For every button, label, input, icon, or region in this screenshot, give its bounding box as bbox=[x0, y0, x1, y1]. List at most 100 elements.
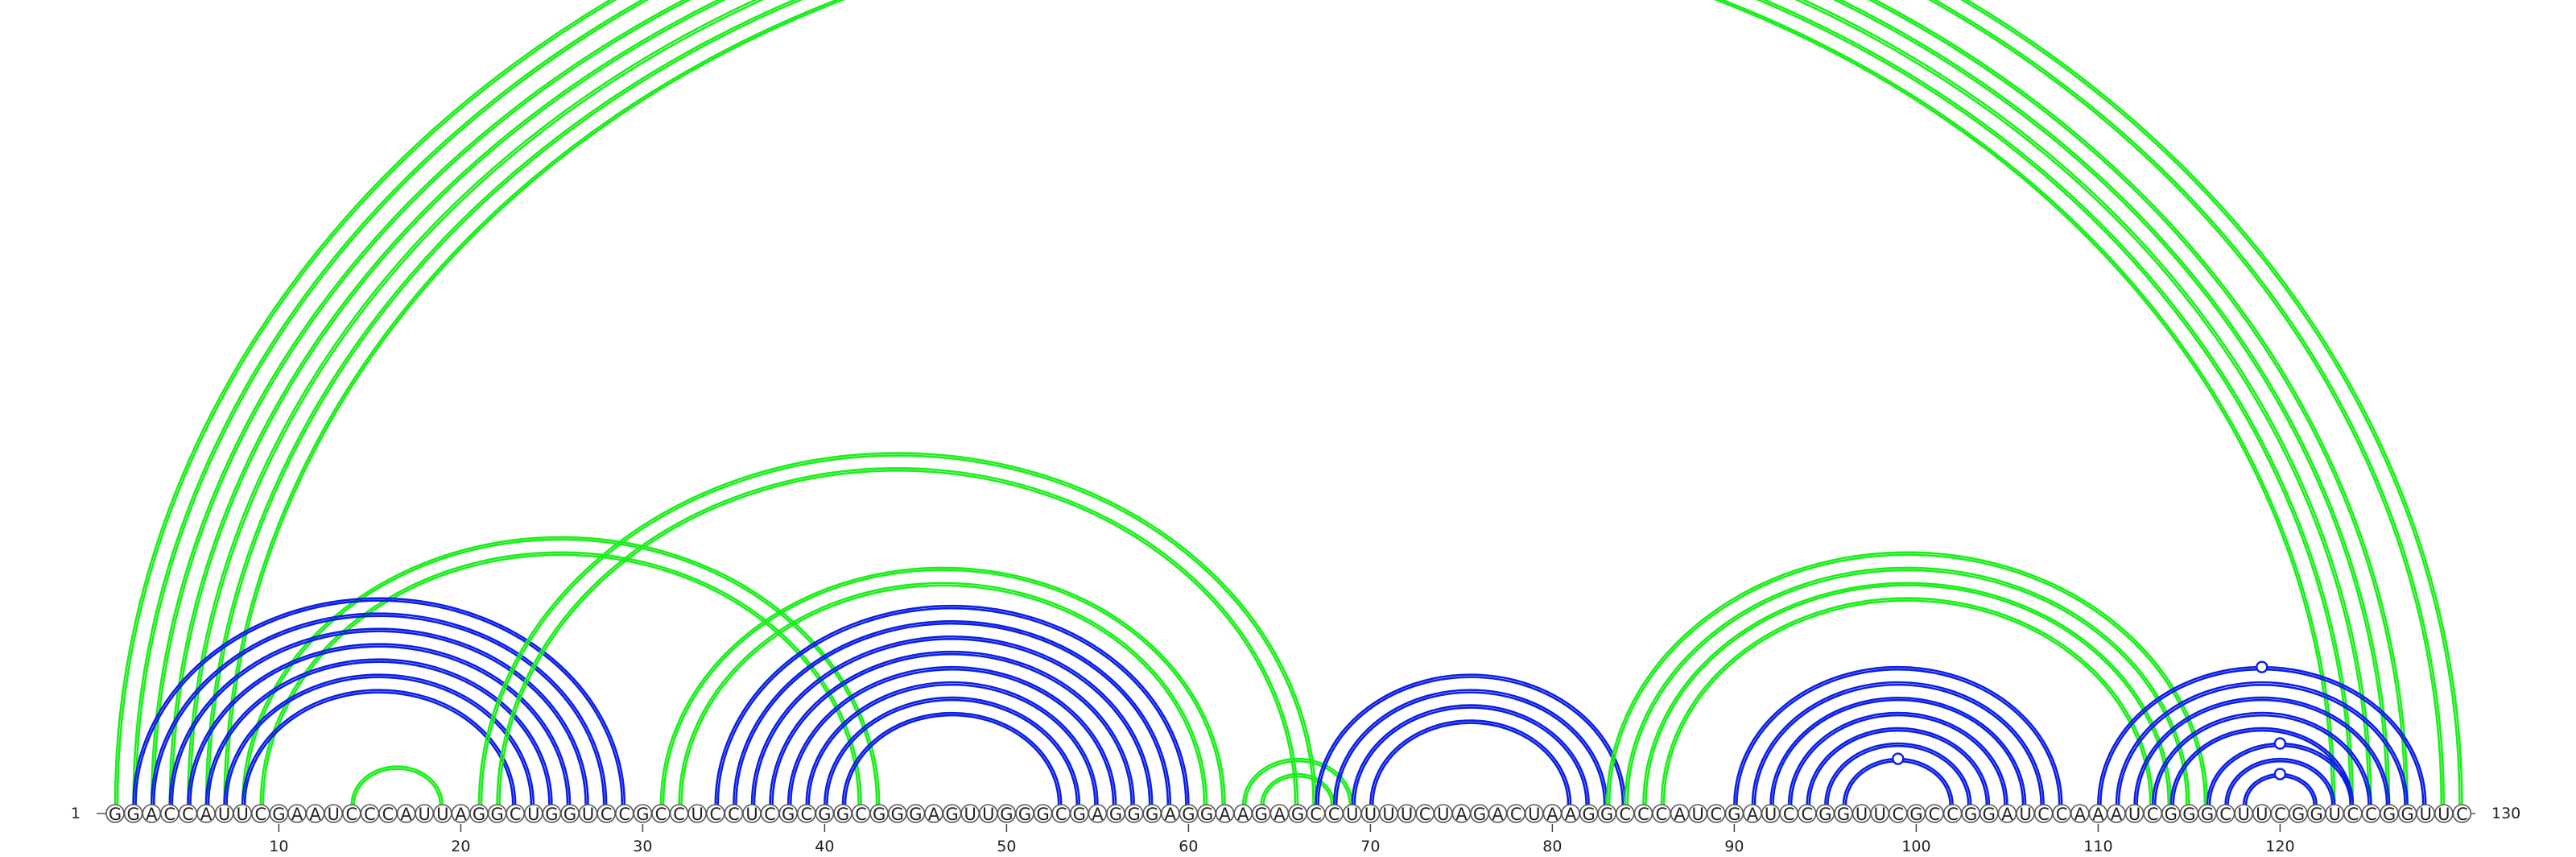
nucleotide-letter: C bbox=[182, 805, 194, 824]
nucleotide-letter: A bbox=[1219, 805, 1231, 824]
arc-93-105 bbox=[1787, 711, 2008, 805]
nucleotide: C bbox=[651, 804, 671, 824]
nucleotide-letter: C bbox=[1310, 805, 1322, 824]
nucleotide: U bbox=[1434, 804, 1453, 824]
nucleotide: G bbox=[633, 804, 653, 824]
nucleotide-letter: G bbox=[1182, 805, 1195, 824]
nucleotide: C bbox=[506, 804, 526, 824]
nucleotide: C bbox=[341, 804, 361, 824]
arc-inner-117-123 bbox=[2227, 760, 2334, 805]
nucleotide-letter: A bbox=[400, 805, 412, 824]
nucleotide: C bbox=[669, 804, 689, 824]
nucleotide: A bbox=[1233, 804, 1253, 824]
arc-3-28 bbox=[150, 612, 608, 805]
nucleotide: C bbox=[2033, 804, 2054, 824]
arc-inner-32-61 bbox=[680, 584, 1206, 805]
position-tick-label: 100 bbox=[1901, 838, 1930, 855]
arc-inner-3-127 bbox=[152, 0, 2406, 805]
nucleotide: U bbox=[523, 804, 543, 824]
nucleotide: C bbox=[178, 804, 198, 824]
nucleotide-circle bbox=[2452, 804, 2472, 823]
nucleotide-letter: A bbox=[1455, 805, 1468, 824]
arc-inner-83-116 bbox=[1608, 553, 2207, 805]
nucleotide-letter: G bbox=[2165, 805, 2178, 824]
nucleotide: C bbox=[1707, 804, 1726, 824]
arc-34-60 bbox=[714, 604, 1190, 805]
nucleotide-letter: C bbox=[1619, 805, 1631, 824]
nucleotide: U bbox=[1852, 804, 1872, 824]
arc-35-59 bbox=[733, 619, 1172, 805]
nucleotide-letter: A bbox=[455, 805, 467, 824]
nucleotide-letter: C bbox=[1929, 805, 1941, 824]
nucleotide-letter: A bbox=[1565, 805, 1577, 824]
nucleotide: C bbox=[1889, 804, 1908, 824]
nucleotide-letter: U bbox=[2019, 805, 2031, 824]
nucleotide-letter: G bbox=[782, 805, 795, 824]
arc-39-55 bbox=[805, 681, 1099, 805]
nucleotide: U bbox=[324, 804, 344, 824]
nucleotide-letter: C bbox=[2456, 805, 2468, 824]
nucleotide: G bbox=[469, 804, 489, 824]
nucleotide: U bbox=[2016, 804, 2035, 824]
arc-inner-5-125 bbox=[189, 0, 2370, 805]
nucleotide: C bbox=[1779, 804, 1798, 824]
arc-5-26 bbox=[187, 643, 572, 805]
nucleotide: G bbox=[560, 804, 580, 824]
arc-36-58 bbox=[750, 635, 1154, 805]
nucleotide-letter: G bbox=[1473, 805, 1486, 824]
arc-inner-113-125 bbox=[2153, 714, 2370, 805]
arc-apex-marker bbox=[2273, 768, 2287, 780]
arc-91-107 bbox=[1751, 681, 2045, 805]
nucleotide: G bbox=[2198, 804, 2217, 824]
nucleotide-letter: G bbox=[1600, 805, 1613, 824]
nucleotide-letter: C bbox=[2219, 805, 2231, 824]
nucleotide: G bbox=[1033, 804, 1053, 824]
nucleotide-letter: C bbox=[382, 805, 394, 824]
nucleotide-letter: G bbox=[1000, 805, 1013, 824]
position-tick-label: 30 bbox=[633, 838, 652, 855]
arc-110-128 bbox=[2097, 665, 2427, 805]
arc-inner-111-127 bbox=[2117, 683, 2406, 805]
nucleotide-letter: U bbox=[1765, 805, 1777, 824]
arc-68-83 bbox=[1332, 689, 1608, 805]
nucleotide: G bbox=[942, 804, 962, 824]
nucleotide: C bbox=[2052, 804, 2071, 824]
nucleotide-letter: G bbox=[945, 805, 958, 824]
arc-7-24 bbox=[223, 673, 535, 805]
nucleotide: G bbox=[815, 804, 835, 824]
arc-2-29 bbox=[132, 597, 626, 805]
nucleotide-letter: G bbox=[2182, 805, 2195, 824]
nucleotide-letter: G bbox=[818, 805, 831, 824]
nucleotide-letter: U bbox=[2420, 805, 2432, 824]
nucleotide-letter: C bbox=[1783, 805, 1795, 824]
nucleotide: G bbox=[1597, 804, 1616, 824]
nucleotide: G bbox=[833, 804, 852, 824]
nucleotide-letter: C bbox=[510, 805, 522, 824]
nucleotide-letter: U bbox=[1346, 805, 1358, 824]
nucleotide-letter: C bbox=[601, 805, 613, 824]
position-tick-label: 110 bbox=[2083, 838, 2112, 855]
arc-inner-35-59 bbox=[735, 622, 1170, 805]
nucleotide: A bbox=[2088, 804, 2108, 824]
nucleotide: A bbox=[1561, 804, 1580, 824]
arc-inner-7-24 bbox=[225, 676, 533, 805]
arc-41-53 bbox=[841, 711, 1063, 805]
nucleotide: G bbox=[2179, 804, 2199, 824]
nucleotide-letter: G bbox=[2201, 805, 2214, 824]
nucleotide: G bbox=[1724, 804, 1744, 824]
nucleotide: C bbox=[1652, 804, 1671, 824]
nucleotide-letter: A bbox=[1674, 805, 1686, 824]
nucleotide-letter: U bbox=[1856, 805, 1868, 824]
nucleotide: C bbox=[597, 804, 617, 824]
nucleotide-letter: G bbox=[2310, 805, 2322, 824]
arc-inner-37-57 bbox=[771, 652, 1133, 805]
position-tick-label: 10 bbox=[269, 838, 288, 855]
nucleotide: G bbox=[997, 804, 1017, 824]
nucleotide-letter: A bbox=[200, 805, 213, 824]
position-tick-label: 90 bbox=[1724, 838, 1744, 855]
nucleotide-letter: A bbox=[1546, 805, 1558, 824]
nucleotide-letter: U bbox=[328, 805, 340, 824]
arc-inner-3-28 bbox=[152, 615, 605, 805]
